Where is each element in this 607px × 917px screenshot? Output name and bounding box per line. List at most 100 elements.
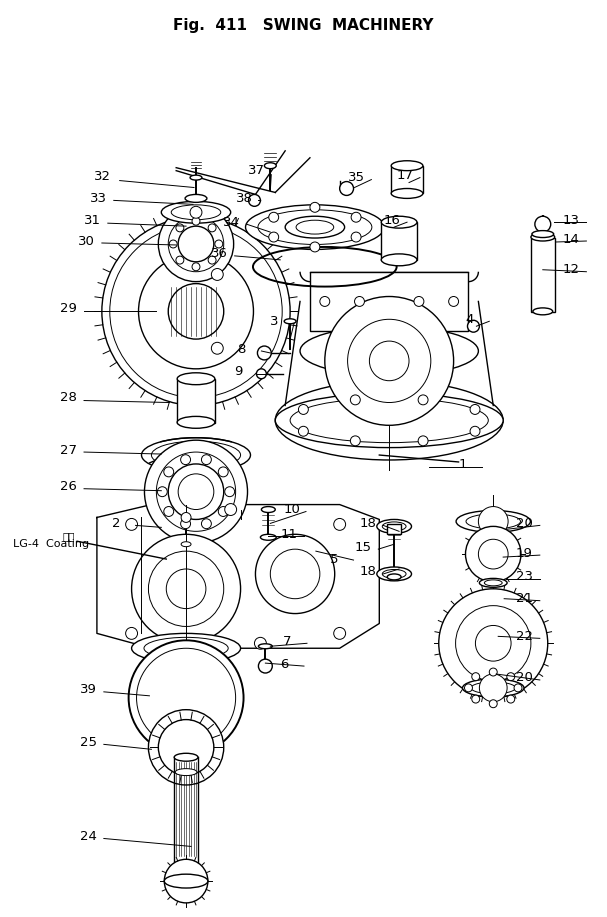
Circle shape <box>211 342 223 354</box>
Text: 5: 5 <box>330 553 338 566</box>
Circle shape <box>137 648 236 747</box>
Circle shape <box>225 487 235 497</box>
Text: Fig.  411   SWING  MACHINERY: Fig. 411 SWING MACHINERY <box>173 18 434 34</box>
Text: 6: 6 <box>280 657 288 670</box>
Ellipse shape <box>476 595 510 606</box>
Text: 3: 3 <box>270 315 279 327</box>
Circle shape <box>102 217 290 405</box>
Circle shape <box>472 695 480 703</box>
Circle shape <box>149 710 224 785</box>
Circle shape <box>470 426 480 436</box>
Circle shape <box>178 226 214 262</box>
Circle shape <box>334 627 345 639</box>
Ellipse shape <box>377 567 412 580</box>
Ellipse shape <box>382 569 406 579</box>
Circle shape <box>176 224 184 232</box>
Ellipse shape <box>259 644 273 648</box>
Bar <box>177 379 215 424</box>
Circle shape <box>489 668 497 676</box>
Ellipse shape <box>285 216 345 238</box>
Circle shape <box>270 549 320 599</box>
Text: 23: 23 <box>516 570 533 583</box>
Circle shape <box>168 283 224 339</box>
Text: 24: 24 <box>80 830 97 843</box>
Circle shape <box>126 518 138 530</box>
Circle shape <box>126 627 138 639</box>
Circle shape <box>350 395 361 404</box>
Ellipse shape <box>387 574 401 580</box>
Ellipse shape <box>533 308 553 315</box>
Circle shape <box>310 242 320 252</box>
Text: 18: 18 <box>359 517 376 530</box>
Text: 22: 22 <box>516 630 533 643</box>
Ellipse shape <box>531 233 555 241</box>
Ellipse shape <box>284 319 296 324</box>
Ellipse shape <box>265 162 276 169</box>
Circle shape <box>320 296 330 306</box>
Text: 2: 2 <box>112 517 120 530</box>
Ellipse shape <box>190 175 202 180</box>
Ellipse shape <box>296 220 334 234</box>
Text: 33: 33 <box>90 192 107 204</box>
Ellipse shape <box>484 580 502 586</box>
Text: 17: 17 <box>396 169 413 182</box>
Ellipse shape <box>391 160 423 171</box>
Circle shape <box>181 519 191 529</box>
Circle shape <box>439 589 548 698</box>
Circle shape <box>470 404 480 414</box>
Ellipse shape <box>469 592 518 609</box>
Circle shape <box>225 503 237 515</box>
Circle shape <box>129 640 243 756</box>
Ellipse shape <box>177 416 215 428</box>
Circle shape <box>351 212 361 222</box>
Text: 14: 14 <box>563 233 580 246</box>
Circle shape <box>169 240 177 248</box>
Circle shape <box>467 320 480 332</box>
Circle shape <box>166 569 206 609</box>
Circle shape <box>350 436 361 446</box>
Circle shape <box>190 206 202 218</box>
Circle shape <box>181 455 191 465</box>
Text: 38: 38 <box>236 192 253 204</box>
Circle shape <box>178 474 214 510</box>
Circle shape <box>157 452 236 531</box>
Circle shape <box>310 203 320 212</box>
Circle shape <box>256 369 266 379</box>
Circle shape <box>351 232 361 242</box>
Text: 29: 29 <box>60 302 77 315</box>
Circle shape <box>110 226 282 398</box>
Text: 39: 39 <box>80 683 97 696</box>
Circle shape <box>489 700 497 708</box>
Circle shape <box>248 194 260 206</box>
Ellipse shape <box>466 514 520 529</box>
Text: 26: 26 <box>60 481 77 493</box>
Circle shape <box>168 216 224 271</box>
Ellipse shape <box>300 326 478 376</box>
Text: 13: 13 <box>563 214 580 226</box>
Circle shape <box>208 256 216 264</box>
Circle shape <box>219 506 228 516</box>
Text: 20: 20 <box>516 671 533 684</box>
Bar <box>531 238 555 313</box>
Circle shape <box>480 674 507 702</box>
Ellipse shape <box>391 189 423 198</box>
Ellipse shape <box>171 204 221 220</box>
Circle shape <box>257 346 271 359</box>
Bar <box>387 525 401 535</box>
Circle shape <box>211 269 223 281</box>
Text: 11: 11 <box>280 528 297 541</box>
Text: 21: 21 <box>516 592 533 605</box>
Circle shape <box>325 296 453 425</box>
Text: 12: 12 <box>563 263 580 276</box>
Circle shape <box>164 859 208 903</box>
Bar <box>381 222 417 260</box>
Ellipse shape <box>377 519 412 534</box>
Circle shape <box>256 535 334 613</box>
Ellipse shape <box>275 393 503 447</box>
Text: 34: 34 <box>223 215 240 228</box>
Circle shape <box>299 426 308 436</box>
Circle shape <box>138 254 254 369</box>
Ellipse shape <box>246 204 384 249</box>
Bar <box>391 166 423 193</box>
Ellipse shape <box>132 634 240 663</box>
